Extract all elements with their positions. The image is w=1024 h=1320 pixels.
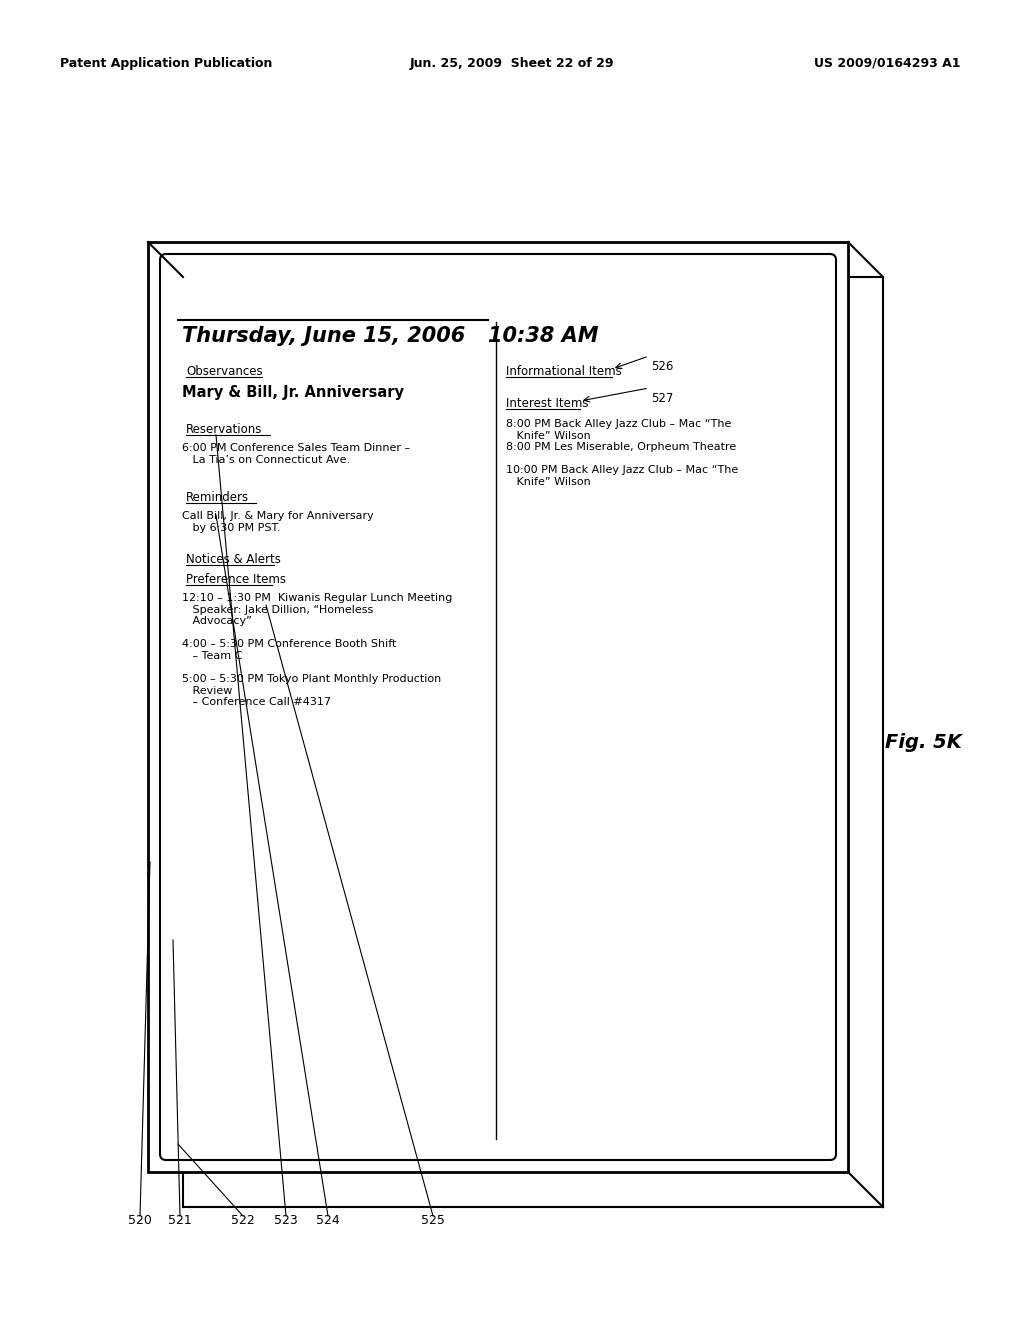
Text: 520: 520 [128,1214,152,1228]
Text: Interest Items: Interest Items [506,397,589,411]
Text: 525: 525 [421,1214,445,1228]
Text: Preference Items: Preference Items [186,573,286,586]
Text: 526: 526 [651,360,674,374]
Text: 10:38 AM: 10:38 AM [488,326,598,346]
Text: 12:10 – 1:30 PM  Kiwanis Regular Lunch Meeting
   Speaker: Jake Dillion, “Homele: 12:10 – 1:30 PM Kiwanis Regular Lunch Me… [182,593,453,708]
Text: Reminders: Reminders [186,491,249,504]
Text: Call Bill, Jr. & Mary for Anniversary
   by 6:30 PM PST.: Call Bill, Jr. & Mary for Anniversary by… [182,511,374,532]
Text: Reservations: Reservations [186,422,262,436]
Text: 523: 523 [274,1214,298,1228]
Text: 524: 524 [316,1214,340,1228]
Text: Patent Application Publication: Patent Application Publication [60,57,272,70]
Text: Mary & Bill, Jr. Anniversary: Mary & Bill, Jr. Anniversary [182,385,404,400]
Bar [148,242,848,1172]
Text: US 2009/0164293 A1: US 2009/0164293 A1 [813,57,961,70]
FancyBboxPatch shape [160,253,836,1160]
Text: Fig. 5K: Fig. 5K [885,733,962,751]
Text: 527: 527 [651,392,674,405]
Text: Observances: Observances [186,366,262,378]
Text: 521: 521 [168,1214,191,1228]
Text: 6:00 PM Conference Sales Team Dinner –
   La Tia’s on Connecticut Ave.: 6:00 PM Conference Sales Team Dinner – L… [182,444,411,465]
Bar [183,277,883,1206]
Text: Informational Items: Informational Items [506,366,622,378]
Text: Notices & Alerts: Notices & Alerts [186,553,281,566]
Text: 522: 522 [231,1214,255,1228]
Text: Thursday, June 15, 2006: Thursday, June 15, 2006 [182,326,465,346]
Text: 8:00 PM Back Alley Jazz Club – Mac “The
   Knife” Wilson
8:00 PM Les Miserable, : 8:00 PM Back Alley Jazz Club – Mac “The … [506,418,738,487]
Text: Jun. 25, 2009  Sheet 22 of 29: Jun. 25, 2009 Sheet 22 of 29 [410,57,614,70]
